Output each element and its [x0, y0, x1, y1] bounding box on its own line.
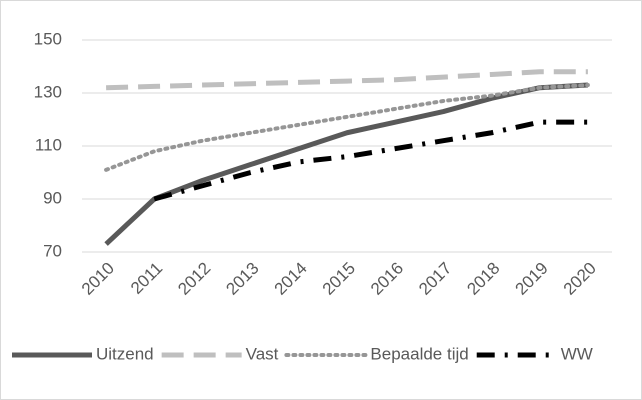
y-tick-label: 130 — [34, 82, 62, 101]
legend-label: Vast — [246, 344, 279, 363]
series-line — [104, 82, 589, 246]
series-line — [104, 83, 590, 172]
y-tick-label: 110 — [35, 135, 62, 154]
y-tick-label: 150 — [34, 29, 62, 48]
legend-label: WW — [561, 344, 593, 363]
series-line — [106, 69, 588, 91]
legend-label: Uitzend — [96, 344, 154, 363]
y-tick-label: 70 — [43, 241, 62, 260]
y-tick-label: 90 — [43, 188, 62, 207]
legend-label: Bepaalde tijd — [370, 344, 468, 363]
series-line — [153, 119, 588, 202]
